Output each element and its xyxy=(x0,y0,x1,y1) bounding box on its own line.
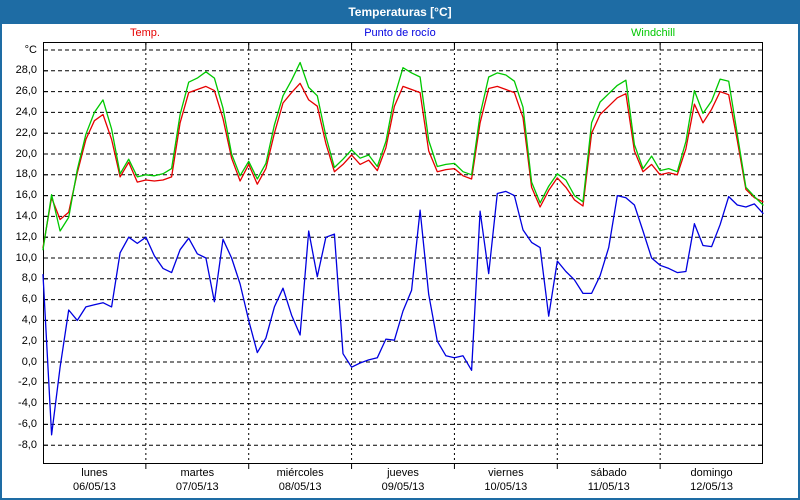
plot-border xyxy=(43,42,763,464)
day-date: 07/05/13 xyxy=(175,481,219,493)
y-tick-label: 20,0 xyxy=(15,147,37,160)
day-date: 08/05/13 xyxy=(278,481,322,493)
temperature-chart xyxy=(42,42,764,469)
gridlines xyxy=(43,43,763,469)
y-tick-label: 28,0 xyxy=(15,64,37,77)
y-tick-label: -6,0 xyxy=(18,417,37,430)
windchill-series-line xyxy=(42,61,764,251)
dew-point-series-line xyxy=(42,190,764,436)
y-tick-label: 6,0 xyxy=(21,293,37,306)
y-tick-label: 10,0 xyxy=(15,251,37,264)
x-day-label: miércoles 08/05/13 xyxy=(245,466,355,494)
day-name: domingo xyxy=(690,467,733,479)
x-day-label: viernes 10/05/13 xyxy=(451,466,561,494)
y-tick-label: 16,0 xyxy=(15,189,37,202)
day-date: 06/05/13 xyxy=(73,481,116,493)
x-day-label: jueves 09/05/13 xyxy=(348,466,458,494)
plot-area xyxy=(41,40,765,472)
day-date: 09/05/13 xyxy=(381,481,425,493)
temp-series-line xyxy=(42,82,764,249)
x-day-label: domingo 12/05/13 xyxy=(657,466,767,494)
y-tick-label: -2,0 xyxy=(18,376,37,389)
day-name: viernes xyxy=(488,467,524,479)
legend-item-windchill: Windchill xyxy=(631,27,676,39)
day-date: 12/05/13 xyxy=(690,481,733,493)
y-tick-label: 12,0 xyxy=(15,230,37,243)
y-tick-label: °C xyxy=(24,43,37,56)
x-day-label: martes 07/05/13 xyxy=(142,466,252,494)
y-tick-label: 4,0 xyxy=(21,313,37,326)
window-title: Temperaturas [°C] xyxy=(348,5,452,19)
day-name: martes xyxy=(180,467,215,479)
y-tick-label: 14,0 xyxy=(15,209,37,222)
y-tick-label: 26,0 xyxy=(15,85,37,98)
y-tick-label: -8,0 xyxy=(18,438,37,451)
day-name: sábado xyxy=(590,467,627,479)
x-day-label: lunes 06/05/13 xyxy=(39,466,149,494)
legend-item-dew-point: Punto de rocío xyxy=(364,27,436,39)
day-name: jueves xyxy=(387,467,419,479)
day-date: 11/05/13 xyxy=(587,481,630,493)
y-tick-label: 8,0 xyxy=(21,272,37,285)
title-bar[interactable]: Temperaturas [°C] xyxy=(2,2,798,24)
legend-item-temp: Temp. xyxy=(130,27,160,39)
y-tick-label: -4,0 xyxy=(18,397,37,410)
x-day-label: sábado 11/05/13 xyxy=(554,466,664,494)
y-tick-label: 18,0 xyxy=(15,168,37,181)
y-tick-label: 24,0 xyxy=(15,105,37,118)
y-tick-label: 0,0 xyxy=(21,355,37,368)
day-name: miércoles xyxy=(276,467,324,479)
y-tick-label: 2,0 xyxy=(21,334,37,347)
day-name: lunes xyxy=(81,467,108,479)
day-date: 10/05/13 xyxy=(484,481,528,493)
y-tick-label: 22,0 xyxy=(15,126,37,139)
